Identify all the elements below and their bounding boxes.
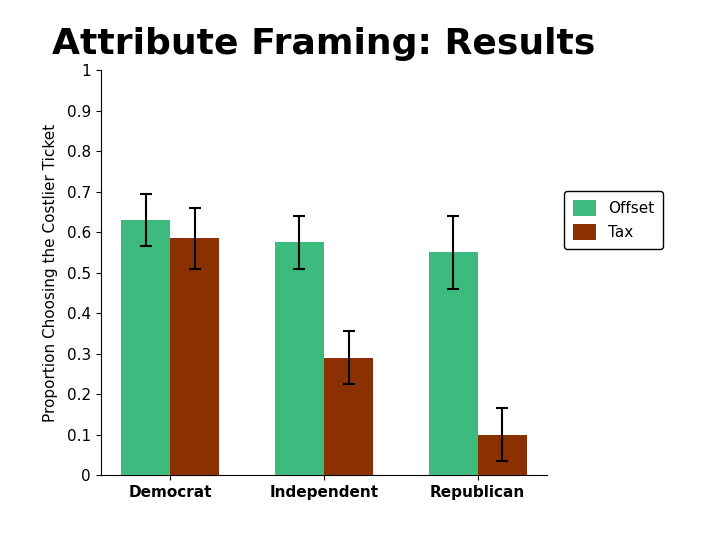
Bar — [428, 252, 477, 475]
Bar — [171, 238, 220, 475]
Title: Attribute Framing: Results: Attribute Framing: Results — [53, 26, 595, 60]
Bar — [477, 435, 527, 475]
Y-axis label: Proportion Choosing the Costlier Ticket: Proportion Choosing the Costlier Ticket — [43, 124, 58, 422]
Bar — [275, 242, 324, 475]
Bar — [324, 357, 373, 475]
Legend: Offset, Tax: Offset, Tax — [564, 191, 664, 249]
Bar — [121, 220, 171, 475]
